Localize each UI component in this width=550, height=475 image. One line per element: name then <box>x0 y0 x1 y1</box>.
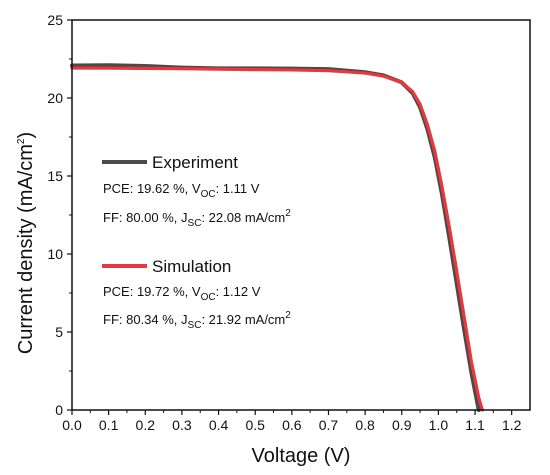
experiment-pce-voc: PCE: 19.62 %, VOC: 1.11 V <box>103 181 260 200</box>
simulation-ff-jsc: FF: 80.34 %, JSC: 21.92 mA/cm2 <box>103 310 291 331</box>
data-curves <box>70 63 484 412</box>
x-tick-label: 0.0 <box>62 417 82 433</box>
x-tick-label: 0.5 <box>245 417 265 433</box>
x-tick-label: 0.1 <box>99 417 119 433</box>
x-tick-label: 1.1 <box>465 417 485 433</box>
y-tick-label: 5 <box>55 324 63 340</box>
y-tick-label: 0 <box>55 402 63 418</box>
experiment-ff-jsc: FF: 80.00 %, JSC: 22.08 mA/cm2 <box>103 208 291 229</box>
x-tick-label: 1.2 <box>502 417 522 433</box>
x-tick-label: 0.2 <box>136 417 156 433</box>
x-tick-label: 0.4 <box>209 417 229 433</box>
x-tick-label: 0.7 <box>319 417 339 433</box>
y-tick-label: 20 <box>47 90 63 106</box>
curve-simulation <box>70 66 484 412</box>
y-tick-label: 25 <box>47 12 63 28</box>
y-tick-label: 15 <box>47 168 63 184</box>
x-tick-label: 0.3 <box>172 417 192 433</box>
y-axis-title: Current density (mA/cm2) <box>15 132 37 354</box>
x-tick-label: 1.0 <box>429 417 449 433</box>
simulation-pce-voc: PCE: 19.72 %, VOC: 1.12 V <box>103 284 261 303</box>
legend-simulation: Simulation PCE: 19.72 %, VOC: 1.12 V FF:… <box>102 257 291 331</box>
legend-experiment: Experiment PCE: 19.62 %, VOC: 1.11 V FF:… <box>102 153 291 229</box>
x-axis-title: Voltage (V) <box>252 445 351 467</box>
legend-label-experiment: Experiment <box>152 153 238 172</box>
x-tick-label: 0.6 <box>282 417 302 433</box>
y-tick-label: 10 <box>47 246 63 262</box>
curve-experiment <box>70 63 481 412</box>
legend-label-simulation: Simulation <box>152 257 231 276</box>
x-tick-label: 0.8 <box>355 417 375 433</box>
axis-ticks: 0.0 0.1 0.2 0.3 0.4 0.5 0.6 0.7 0.8 0.9 1.0 1.1 1.2 0… <box>47 12 521 433</box>
x-tick-label: 0.9 <box>392 417 412 433</box>
